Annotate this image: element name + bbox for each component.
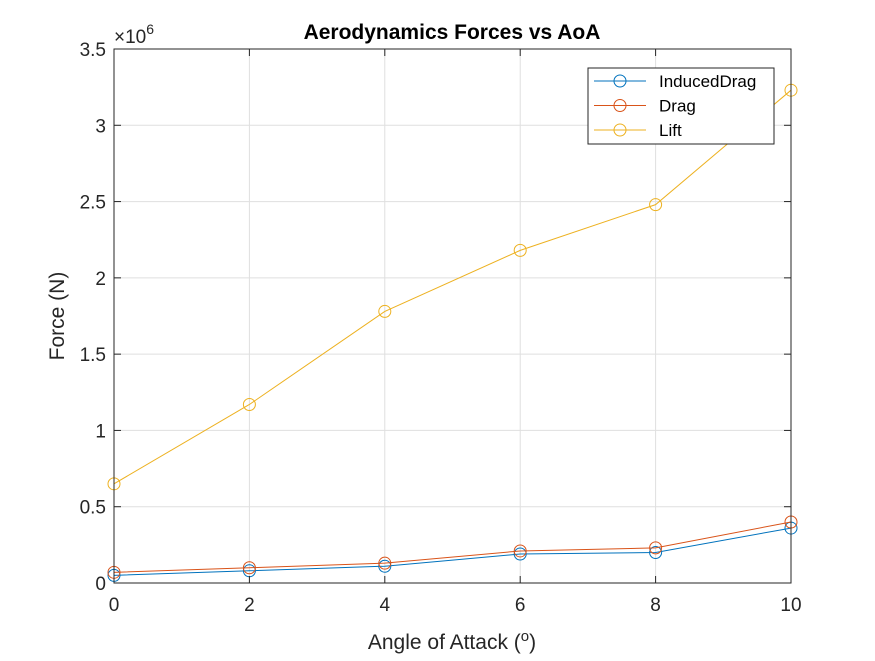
y-tick-label: 3 [95, 116, 106, 137]
x-axis-label-superscript: o [521, 628, 529, 645]
series-line-lift [113, 89, 792, 485]
legend-marker-drag [613, 99, 627, 112]
data-point-drag [649, 541, 663, 555]
y-tick-label: 2.5 [80, 193, 106, 214]
legend-marker-induceddrag [613, 74, 627, 88]
data-point-induceddrag [378, 559, 392, 573]
x-tick-label: 8 [650, 595, 661, 616]
legend-marker-lift [613, 123, 627, 137]
legend-label-lift: Lift [659, 121, 682, 140]
x-tick-label: 6 [515, 595, 526, 616]
y-tick-label: 0.5 [80, 498, 106, 519]
x-tick-label: 4 [380, 595, 391, 616]
y-tick-label: 3.5 [80, 40, 106, 61]
data-point-drag [242, 561, 256, 575]
data-point-lift [649, 198, 663, 212]
tick-layer: 0 2 4 6 8 10 0 0.5 1 1.5 2 2.5 3 3.5 [80, 40, 802, 616]
y-exponent-base: ×10 [114, 27, 146, 48]
data-point-lift [513, 243, 527, 257]
data-point-induceddrag [649, 545, 663, 559]
plot-frame [113, 48, 792, 584]
x-axis-label: Angle of Attack (o) [368, 628, 536, 654]
y-tick-label: 1 [95, 421, 106, 442]
y-exponent-label: ×106 [114, 21, 154, 48]
x-tick-label: 2 [244, 595, 255, 616]
x-axis-label-end: ) [529, 631, 536, 654]
y-exponent-power: 6 [146, 21, 154, 37]
legend-label-induceddrag: InducedDrag [659, 72, 756, 91]
legend-label-drag: Drag [659, 97, 696, 116]
series-line-drag [113, 521, 792, 573]
data-point-drag [378, 556, 392, 570]
legend-items: InducedDrag Drag Lift [594, 72, 756, 140]
legend: InducedDrag Drag Lift [587, 67, 775, 145]
y-tick-label: 2 [95, 269, 106, 290]
y-axis-label: Force (N) [46, 272, 69, 361]
chart-title: Aerodynamics Forces vs AoA [304, 21, 601, 44]
data-point-drag [513, 544, 527, 558]
x-tick-label: 10 [780, 595, 801, 616]
x-tick-label: 0 [109, 595, 120, 616]
data-point-lift [242, 397, 256, 411]
series-line-induceddrag [113, 527, 792, 576]
x-axis-label-main: Angle of Attack ( [368, 631, 521, 654]
data-point-lift [378, 304, 392, 318]
y-tick-label: 0 [95, 574, 106, 595]
y-tick-label: 1.5 [80, 345, 106, 366]
data-point-induceddrag [513, 547, 527, 561]
